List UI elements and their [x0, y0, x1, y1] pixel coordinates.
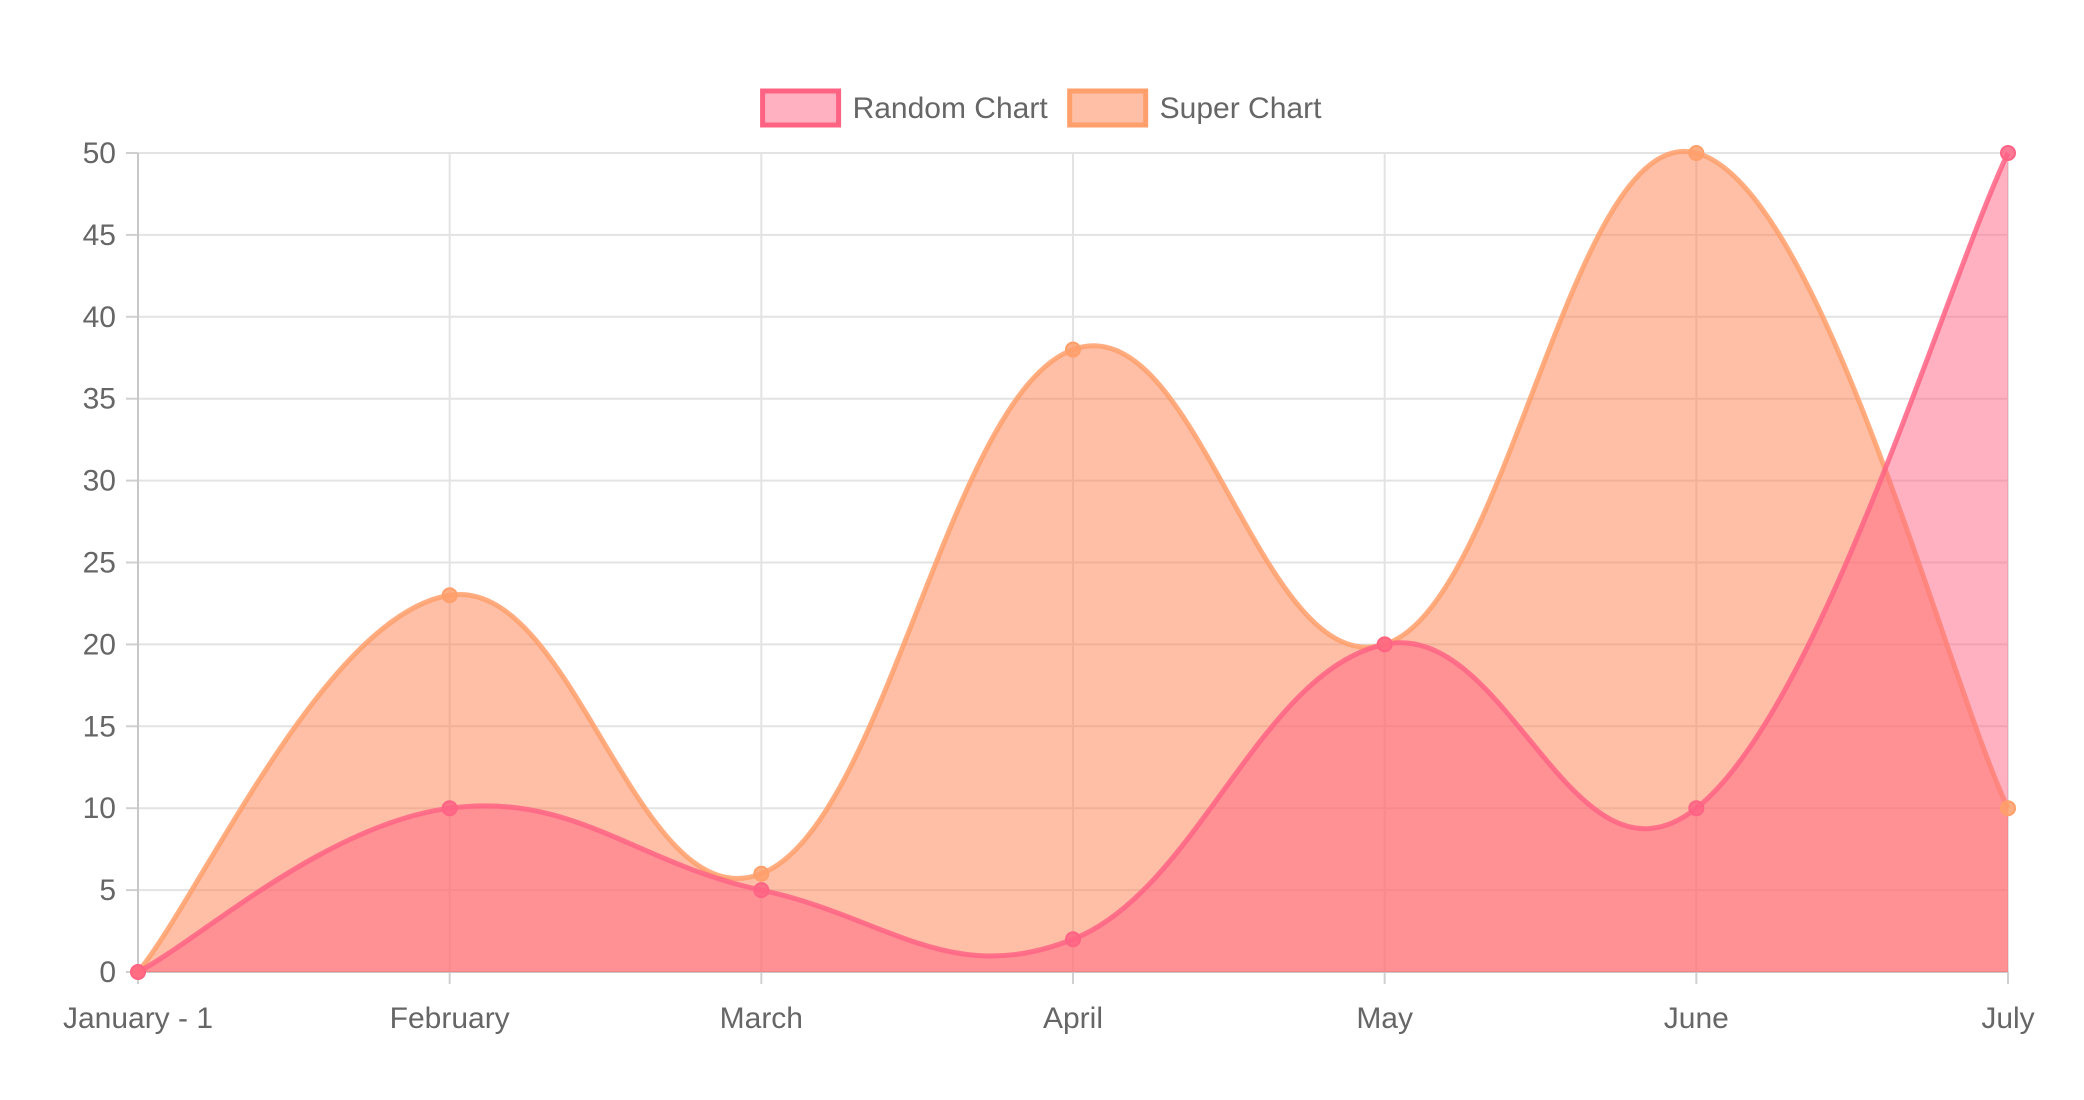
- data-point-super-chart[interactable]: [441, 587, 458, 604]
- x-tick-label: July: [1981, 1002, 2034, 1035]
- data-point-random-chart[interactable]: [1688, 800, 1705, 817]
- legend-item-random-chart[interactable]: Random Chart: [760, 88, 1049, 128]
- legend-item-super-chart[interactable]: Super Chart: [1067, 88, 1322, 128]
- legend-label-super-chart: Super Chart: [1160, 92, 1322, 125]
- data-point-super-chart[interactable]: [753, 865, 770, 882]
- y-tick-label: 20: [83, 628, 116, 661]
- data-point-random-chart[interactable]: [753, 882, 770, 899]
- legend-swatch-random-chart: [760, 88, 842, 128]
- legend-label-random-chart: Random Chart: [853, 92, 1049, 125]
- data-point-random-chart[interactable]: [2000, 145, 2016, 161]
- series-line-random-chart: [136, 151, 2011, 975]
- y-tick-label: 35: [83, 383, 116, 416]
- y-tick-label: 50: [83, 137, 116, 170]
- legend-swatch-super-chart: [1067, 88, 1149, 128]
- x-tick-label: March: [720, 1002, 803, 1035]
- legend: Random Chart Super Chart: [760, 88, 1322, 128]
- y-tick-label: 25: [83, 547, 116, 580]
- series-line-super-chart: [136, 148, 2011, 974]
- data-point-super-chart[interactable]: [1688, 145, 1705, 161]
- y-tick-label: 5: [99, 874, 116, 907]
- data-point-random-chart[interactable]: [441, 800, 458, 817]
- series-layer: [136, 148, 2011, 975]
- x-tick-label: June: [1664, 1002, 1729, 1035]
- y-tick-label: 45: [83, 219, 116, 252]
- y-tick-label: 15: [83, 710, 116, 743]
- y-tick-label: 40: [83, 301, 116, 334]
- data-point-super-chart[interactable]: [1065, 341, 1081, 358]
- x-tick-label: February: [390, 1002, 510, 1035]
- points-layer: [130, 145, 2016, 980]
- x-tick-label: January - 1: [63, 1002, 213, 1035]
- data-point-super-chart[interactable]: [2000, 800, 2016, 817]
- y-tick-label: 10: [83, 792, 116, 825]
- data-point-random-chart[interactable]: [130, 964, 146, 980]
- x-tick-label: April: [1043, 1002, 1103, 1035]
- y-tick-label: 0: [99, 956, 116, 989]
- series-area-random-chart: [138, 153, 2008, 972]
- data-point-random-chart[interactable]: [1065, 931, 1081, 948]
- x-tick-label: May: [1356, 1002, 1413, 1035]
- data-point-random-chart[interactable]: [1376, 636, 1393, 653]
- y-tick-label: 30: [83, 465, 116, 498]
- tick-labels: 0 5 10 15 20 25 30 35 40 45 50 January - 1 February M…: [63, 137, 2035, 1035]
